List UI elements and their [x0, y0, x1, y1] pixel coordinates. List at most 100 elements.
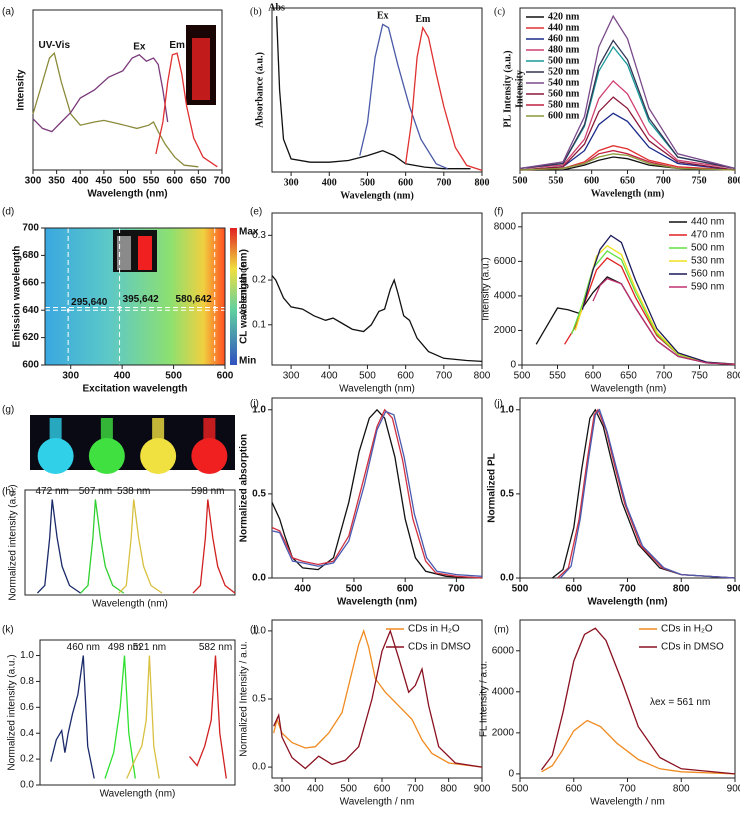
vial — [192, 38, 210, 100]
curve-label: 460 nm — [67, 642, 100, 653]
panel-label: (j) — [494, 399, 503, 410]
flask-neck — [203, 418, 216, 442]
x-tick-label: 700 — [214, 176, 231, 187]
spectrum-line — [271, 408, 483, 579]
y-tick-label: 0 — [510, 360, 516, 371]
panel-label: (g) — [2, 405, 14, 416]
y-tick-label: 0.3 — [252, 230, 266, 241]
spectrum-line — [271, 410, 483, 577]
panel-label: (m) — [494, 625, 509, 636]
spectrum-line — [50, 655, 95, 779]
legend-label: 470 nm — [691, 230, 724, 241]
x-tick-label: 800 — [474, 371, 491, 382]
y-tick-label: 680 — [22, 250, 39, 261]
legend-label: CDs in DMSO — [408, 642, 471, 653]
x-axis-label: Wavelength (nm) — [87, 189, 167, 200]
panel-label: (f) — [494, 207, 503, 218]
y-tick-label: 1.0 — [500, 404, 514, 415]
x-axis-label: Wavelength (nm) — [591, 384, 667, 395]
colorbar — [230, 228, 237, 365]
spectrum-line — [519, 14, 736, 170]
legend-label: 480 nm — [548, 44, 580, 55]
y-tick-label: 0.8 — [20, 676, 34, 687]
x-axis-label: Wavelength (nm) — [337, 597, 417, 608]
panel: (c) 500 550 600 650 700 750 800 Wavelength (nm) P… — [494, 6, 740, 199]
y-tick-label: 0.6 — [20, 702, 34, 713]
curve-label: 582 nm — [199, 642, 232, 653]
x-axis-label: Wavelength / nm — [590, 797, 665, 808]
x-tick-label: 700 — [448, 584, 465, 595]
spectrum-line — [404, 25, 483, 172]
x-tick-label: 700 — [656, 371, 673, 382]
panel-label: (k) — [2, 625, 14, 636]
flask-body — [140, 438, 177, 474]
x-tick-label: 300 — [284, 177, 299, 188]
curve-label: 507 nm — [79, 486, 112, 497]
flask-body — [37, 438, 74, 474]
x-axis-label: Wavelength (nm) — [92, 599, 168, 610]
spectrum-line — [541, 719, 736, 775]
colorbar-min: Min — [239, 356, 256, 367]
x-tick-label: 700 — [436, 177, 451, 188]
x-tick-label: 400 — [114, 371, 131, 382]
x-axis-label: Wavelength (nm) — [587, 597, 667, 608]
panel: (i) 400 500 600 700 0.0 0.5 1.0 Wavelength (nm) N… — [239, 397, 483, 608]
x-tick-label: 500 — [119, 176, 136, 187]
x-tick-label: 700 — [656, 175, 671, 186]
curve-label: Ex — [377, 11, 389, 22]
x-tick-label: 650 — [620, 371, 637, 382]
x-tick-label: 500 — [346, 584, 363, 595]
flask-neck — [152, 418, 165, 442]
y-axis-label: PL Intensity (a.u.) — [502, 50, 513, 127]
panel: (k) 0.0 0.2 0.4 0.6 0.8 1.0 Wavelength (nm) Norm… — [2, 625, 236, 800]
y-tick-label: 0.0 — [500, 573, 514, 584]
x-tick-label: 650 — [620, 175, 635, 186]
y-tick-label: 0.4 — [20, 728, 34, 739]
y-axis-label: Normalized PL — [487, 453, 498, 522]
plot-frame — [271, 212, 483, 366]
y-tick-label: 8000 — [494, 221, 517, 232]
curve-label: 521 nm — [133, 642, 166, 653]
x-tick-label: 400 — [294, 584, 311, 595]
legend-label: 540 nm — [548, 77, 580, 88]
x-tick-label: 300 — [62, 371, 79, 382]
spectrum-line — [551, 408, 736, 579]
panel: (e) 300 400 500 600 700 800 0.1 0.2 0.3 Wavelength… — [239, 207, 491, 395]
x-tick-label: 700 — [435, 371, 452, 382]
curve-label: 598 nm — [191, 486, 224, 497]
x-tick-label: 500 — [512, 784, 529, 795]
annotation: λex = 561 nm — [650, 697, 710, 708]
x-tick-label: 600 — [374, 784, 391, 795]
legend-label: 440 nm — [548, 22, 580, 33]
x-tick-label: 300 — [283, 371, 300, 382]
x-tick-label: 700 — [619, 584, 636, 595]
spectrum-line — [104, 655, 136, 779]
x-tick-label: 300 — [25, 176, 42, 187]
x-tick-label: 600 — [584, 175, 599, 186]
panel-label: (a) — [2, 7, 14, 18]
panel-label: (b) — [250, 6, 262, 17]
y-tick-label: 0 — [508, 769, 514, 780]
x-tick-label: 350 — [48, 176, 65, 187]
spectrum-line — [273, 628, 483, 770]
spectrum-line — [519, 79, 736, 170]
y-tick-label: 700 — [22, 223, 39, 234]
y-tick-label: 4000 — [492, 686, 515, 697]
x-tick-label: 550 — [549, 371, 566, 382]
curve-label: Ex — [133, 41, 146, 52]
panel: (a) 300 350 400 450 500 550 600 650 700 Wavelength… — [2, 7, 231, 200]
spectrum-line — [359, 23, 448, 170]
x-tick-label: 600 — [398, 177, 413, 188]
x-tick-label: 400 — [321, 371, 338, 382]
y-tick-label: 0.5 — [252, 489, 266, 500]
spectrum-line — [540, 627, 736, 775]
y-axis-label: Normalized Intensity / a.u. — [239, 641, 250, 757]
legend-label: 600 nm — [548, 110, 580, 121]
legend-label: 560 nm — [691, 269, 724, 280]
x-tick-label: 800 — [440, 784, 457, 795]
panel-label: (l) — [250, 625, 259, 636]
x-tick-label: 600 — [585, 371, 602, 382]
spectrum-line — [519, 96, 736, 171]
